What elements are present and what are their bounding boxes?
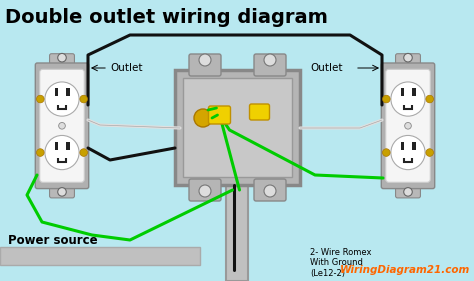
FancyBboxPatch shape (189, 179, 221, 201)
Bar (412, 142, 416, 150)
Bar (401, 142, 404, 150)
Text: Outlet: Outlet (310, 63, 343, 73)
Bar (55, 88, 58, 96)
Circle shape (80, 149, 88, 156)
FancyBboxPatch shape (50, 181, 74, 198)
Circle shape (426, 149, 434, 156)
Bar (66, 142, 70, 150)
FancyBboxPatch shape (254, 179, 286, 201)
Bar (183, 78, 292, 177)
Bar (227, 185, 248, 281)
FancyBboxPatch shape (249, 104, 270, 120)
FancyBboxPatch shape (209, 106, 230, 124)
Circle shape (404, 53, 412, 62)
Circle shape (383, 149, 390, 156)
Text: Double outlet wiring diagram: Double outlet wiring diagram (5, 8, 328, 27)
Circle shape (264, 54, 276, 66)
FancyBboxPatch shape (386, 69, 430, 182)
Circle shape (59, 123, 65, 129)
Circle shape (45, 135, 79, 170)
Bar (55, 142, 58, 150)
FancyBboxPatch shape (395, 54, 420, 71)
Circle shape (45, 82, 79, 116)
Circle shape (405, 123, 411, 129)
Bar (0, 247, 200, 265)
FancyBboxPatch shape (35, 63, 89, 189)
FancyBboxPatch shape (254, 54, 286, 76)
Circle shape (58, 53, 66, 62)
FancyBboxPatch shape (381, 63, 435, 189)
Circle shape (36, 95, 44, 103)
Circle shape (199, 54, 211, 66)
Bar (66, 88, 70, 96)
Circle shape (199, 185, 211, 197)
Text: Power source: Power source (8, 234, 98, 246)
Circle shape (36, 149, 44, 156)
Text: Outlet: Outlet (110, 63, 143, 73)
Circle shape (58, 188, 66, 196)
Circle shape (391, 82, 425, 116)
Circle shape (404, 188, 412, 196)
FancyBboxPatch shape (395, 181, 420, 198)
Circle shape (264, 185, 276, 197)
Bar (412, 88, 416, 96)
Bar (175, 70, 300, 185)
Circle shape (80, 95, 88, 103)
Text: 2- Wire Romex
With Ground
(Le12-2): 2- Wire Romex With Ground (Le12-2) (310, 248, 372, 278)
FancyBboxPatch shape (189, 54, 221, 76)
Bar (401, 88, 404, 96)
FancyBboxPatch shape (50, 54, 74, 71)
Circle shape (383, 95, 390, 103)
Circle shape (391, 135, 425, 170)
Text: WiringDiagram21.com: WiringDiagram21.com (340, 265, 470, 275)
Circle shape (426, 95, 434, 103)
Circle shape (194, 109, 212, 127)
FancyBboxPatch shape (40, 69, 84, 182)
